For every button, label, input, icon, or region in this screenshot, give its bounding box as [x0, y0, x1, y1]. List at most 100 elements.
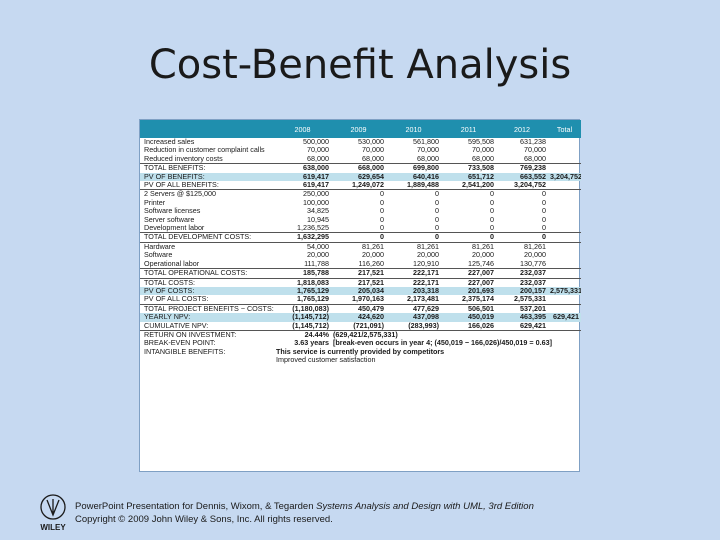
table-row: Reduced inventory costs 68,000 68,000 68,00…: [140, 155, 581, 164]
table-cell: [548, 146, 581, 154]
table-cell: 0: [380, 215, 384, 224]
table-cell: [548, 138, 581, 146]
row-label: RETURN ON INVESTMENT:: [140, 329, 274, 340]
table-cell: 1,970,163: [352, 295, 384, 304]
table-cell: 663,552: [496, 172, 548, 182]
table-cell: 111,788: [304, 259, 329, 268]
table-cell: 20,000: [472, 251, 494, 260]
table-row: RETURN ON INVESTMENT: 24.44% (629,421/2,57…: [140, 329, 581, 340]
row-label: Increased sales: [144, 138, 195, 146]
table-cell: 68,000: [472, 154, 494, 163]
table-cell: [548, 303, 581, 314]
table-row: 2 Servers @ $125,000 250,000 0 0 0 0: [140, 189, 581, 199]
table-cell: 201,693: [441, 286, 496, 296]
table-cell: 116,260: [358, 259, 384, 268]
table-cell: [548, 260, 581, 269]
table-cell: [548, 155, 581, 164]
table-row: TOTAL BENEFITS: 638,000 668,000 699,800 733,…: [140, 163, 581, 173]
table-cell: 640,416: [386, 172, 441, 182]
table-row: PV OF ALL COSTS: 1,765,129 1,970,163 2,173,…: [140, 295, 581, 304]
table-row: PV OF BENEFITS: 619,417 629,654 640,416 651,…: [140, 172, 581, 182]
row-label: TOTAL PROJECT BENEFITS − COSTS:: [140, 303, 274, 314]
table-cell: 629,421: [520, 321, 546, 330]
table-cell: 222,171: [386, 277, 441, 287]
row-label: Reduction in customer complaint calls: [144, 146, 265, 155]
table-cell: 1,632,295: [274, 232, 331, 243]
table-cell: 70,000: [524, 146, 546, 155]
wiley-logo-icon: WILEY: [40, 494, 66, 532]
table-cell: (629,421/2,575,331): [331, 329, 581, 340]
table-cell: 217,521: [331, 268, 386, 278]
column-header: 2009: [331, 120, 386, 138]
table-cell: 561,800: [413, 138, 439, 146]
table-row: Reduction in customer complaint calls 70,…: [140, 146, 581, 154]
table-cell: 70,000: [417, 146, 439, 155]
table-cell: 20,000: [362, 251, 384, 260]
table-cell: 2,173,481: [407, 295, 439, 304]
row-label: [140, 356, 274, 364]
table-cell: 629,654: [331, 172, 386, 182]
table-cell: 81,261: [496, 241, 548, 252]
table-cell: 0: [490, 224, 494, 233]
table-row: Printer 100,000 0 0 0 0: [140, 199, 581, 207]
cost-benefit-table: 2008 2009 2010 2011 2012 Total Increased sale…: [140, 120, 581, 365]
table-cell: (1,180,083): [274, 303, 331, 314]
table-cell: 68,000: [524, 154, 546, 163]
table-cell: [548, 322, 581, 331]
table-cell: 205,034: [331, 286, 386, 296]
row-label: CUMULATIVE NPV:: [144, 321, 209, 330]
table-cell: 0: [386, 189, 441, 199]
footer-copyright: Copyright © 2009 John Wiley & Sons, Inc.…: [75, 514, 333, 525]
table-cell: 3.63 years: [294, 339, 329, 348]
table-cell: 125,746: [468, 259, 494, 268]
table-cell: 0: [441, 189, 496, 199]
table-cell: 0: [435, 224, 439, 233]
table-row: Increased sales 500,000 530,000 561,800 595,…: [140, 138, 581, 146]
table-cell: 631,238: [520, 138, 546, 146]
table-cell: 20,000: [524, 251, 546, 260]
table-cell: 769,238: [496, 163, 548, 173]
column-header: Total: [548, 120, 581, 138]
table-row: PV OF COSTS: 1,765,129 205,034 203,318 201,6…: [140, 286, 581, 296]
table-cell: 463,395: [496, 313, 548, 322]
table-cell: 0: [490, 198, 494, 207]
table-cell: 0: [496, 189, 548, 199]
table-cell: 0: [435, 198, 439, 207]
table-cell: 120,910: [413, 259, 439, 268]
table-cell: 450,479: [331, 303, 386, 314]
table-cell: [548, 189, 581, 199]
table-cell: 437,098: [386, 313, 441, 322]
row-label: TOTAL COSTS:: [140, 277, 274, 287]
table-cell: 3,204,752: [548, 172, 581, 182]
table-row: BREAK-EVEN POINT: 3.63 years [break-even o…: [140, 339, 581, 347]
column-header: 2012: [496, 120, 548, 138]
table-cell: 0: [542, 215, 546, 224]
table-cell: 595,508: [468, 138, 494, 146]
table-cell: 81,261: [441, 241, 496, 252]
row-label: Server software: [144, 215, 195, 224]
table-row: CUMULATIVE NPV: (1,145,712) (721,091) (283,…: [140, 322, 581, 331]
footer-credit: PowerPoint Presentation for Dennis, Wixo…: [75, 501, 317, 512]
table-cell: 70,000: [472, 146, 494, 155]
table-cell: 68,000: [417, 154, 439, 163]
row-label: Operational labor: [144, 259, 200, 268]
table-cell: 0: [490, 215, 494, 224]
table-cell: [548, 224, 581, 233]
table-cell: 2,541,200: [462, 181, 494, 190]
table-cell: Improved customer satisfaction: [276, 356, 376, 365]
table-row: Software 20,000 20,000 20,000 20,000 20,000: [140, 251, 581, 259]
table-cell: 81,261: [331, 241, 386, 252]
row-label: PV OF BENEFITS:: [140, 172, 274, 182]
row-label: 2 Servers @ $125,000: [140, 189, 274, 199]
table-cell: 130,776: [520, 259, 546, 268]
table-cell: 70,000: [362, 146, 384, 155]
table-row: Operational labor 111,788 116,260 120,910 12…: [140, 260, 581, 269]
table-cell: [548, 216, 581, 224]
table-cell: 200,157: [496, 286, 548, 296]
row-label: YEARLY NPV:: [140, 313, 274, 322]
table-cell: [548, 207, 581, 215]
table-row: Improved customer satisfaction: [140, 356, 581, 364]
table-cell: 424,620: [331, 313, 386, 322]
table-cell: 203,318: [386, 286, 441, 296]
table-row: INTANGIBLE BENEFITS: This service is curr…: [140, 348, 581, 356]
